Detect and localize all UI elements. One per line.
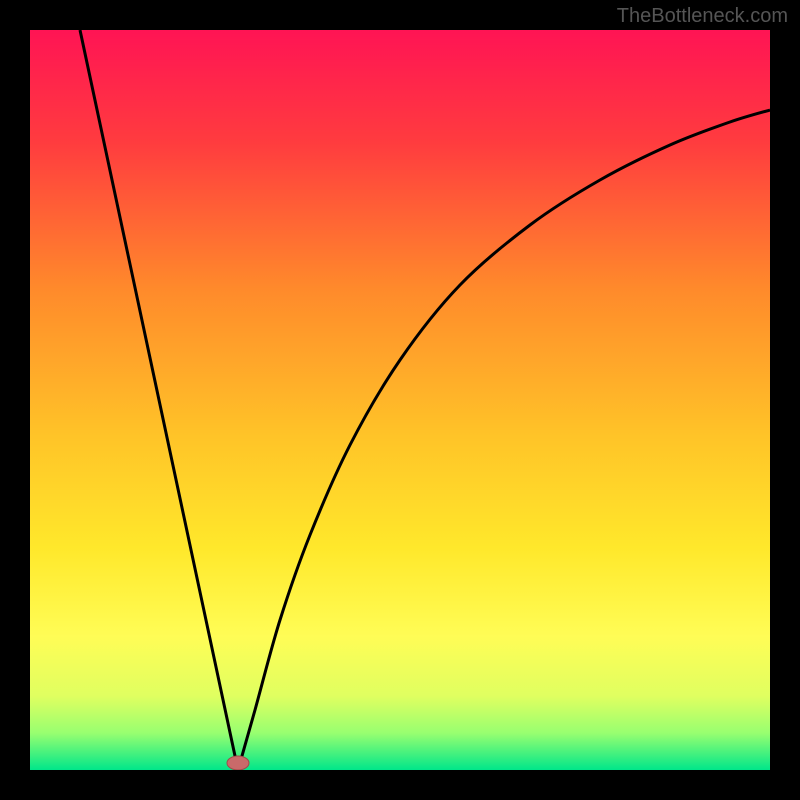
chart-container: TheBottleneck.com bbox=[0, 0, 800, 800]
minimum-marker bbox=[227, 756, 249, 770]
watermark-text: TheBottleneck.com bbox=[617, 5, 788, 28]
bottleneck-curve bbox=[80, 30, 770, 770]
plot-area bbox=[30, 30, 770, 770]
curve-layer bbox=[30, 30, 770, 770]
